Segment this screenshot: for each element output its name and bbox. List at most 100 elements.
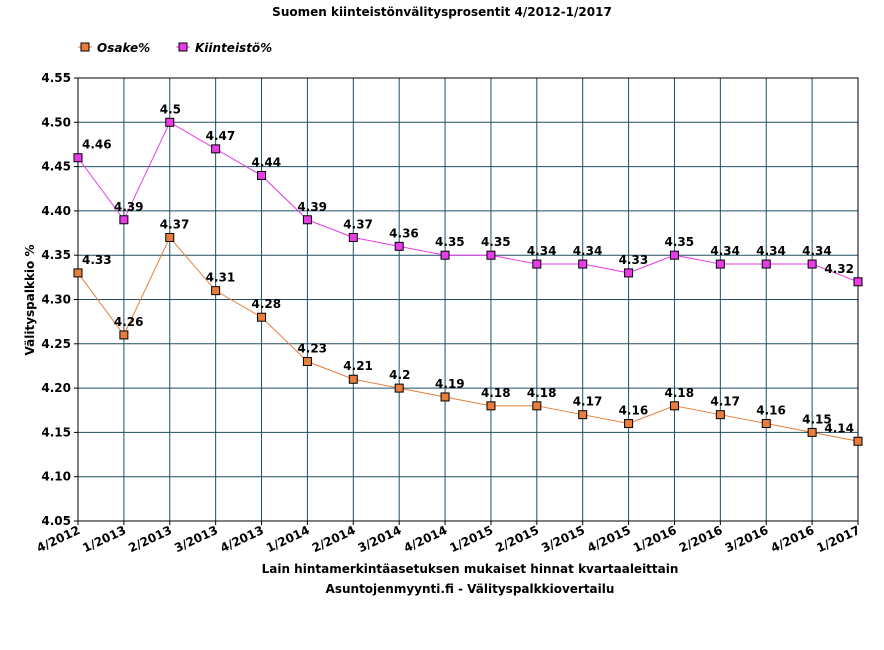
x-tick-label: 1/2017 xyxy=(815,523,863,555)
data-point xyxy=(853,436,863,446)
data-point xyxy=(715,259,725,269)
y-tick-label: 4.50 xyxy=(41,115,71,129)
x-tick-label: 2/2016 xyxy=(677,523,725,555)
data-label: 4.18 xyxy=(664,386,694,400)
data-label: 4.2 xyxy=(389,368,410,382)
legend-marker-osake xyxy=(80,42,90,52)
data-label: 4.17 xyxy=(573,395,603,409)
y-tick-label: 4.35 xyxy=(41,248,71,262)
legend-label-kiinteisto: Kiinteistö% xyxy=(195,41,272,55)
data-point xyxy=(578,259,588,269)
x-tick-label: 4/2016 xyxy=(769,523,817,555)
series-1: 4.46 4.39 4.5 4.47 4.44 4.39 4.37 4.36 4.35 4.35 4… xyxy=(73,102,863,287)
data-label: 4.31 xyxy=(206,271,236,285)
grid xyxy=(77,77,859,522)
data-point xyxy=(73,153,83,163)
data-label: 4.37 xyxy=(343,217,373,231)
data-label: 4.19 xyxy=(435,377,465,391)
data-point xyxy=(669,250,679,260)
data-point xyxy=(669,401,679,411)
data-point xyxy=(302,215,312,225)
data-label: 4.34 xyxy=(802,244,832,258)
x-tick-label: 3/2015 xyxy=(539,523,587,555)
x-axis-ticks: 4/20121/20132/20133/20134/20131/20142/20… xyxy=(35,521,863,555)
x-tick-label: 4/2015 xyxy=(585,523,633,555)
y-tick-label: 4.40 xyxy=(41,204,71,218)
data-label: 4.33 xyxy=(619,253,649,267)
data-label: 4.17 xyxy=(710,395,740,409)
data-label: 4.35 xyxy=(435,235,465,249)
data-label: 4.34 xyxy=(527,244,557,258)
data-point xyxy=(624,268,634,278)
series-0: 4.33 4.26 4.37 4.31 4.28 4.23 4.21 4.2 4.19 4.18 4… xyxy=(73,217,863,446)
series-line xyxy=(77,236,859,442)
data-label: 4.35 xyxy=(481,235,511,249)
x-tick-label: 1/2013 xyxy=(80,523,128,555)
x-axis-title: Lain hintamerkintäasetuksen mukaiset hin… xyxy=(262,562,679,576)
chart-source: Asuntojenmyynti.fi - Välityspalkkioverta… xyxy=(326,582,615,596)
x-tick-label: 3/2016 xyxy=(723,523,771,555)
data-point xyxy=(440,250,450,260)
data-label: 4.18 xyxy=(481,386,511,400)
data-label: 4.34 xyxy=(756,244,786,258)
data-point xyxy=(165,117,175,127)
data-point xyxy=(486,250,496,260)
y-tick-label: 4.45 xyxy=(41,160,71,174)
data-label: 4.37 xyxy=(160,217,190,231)
x-tick-label: 2/2015 xyxy=(493,523,541,555)
data-label: 4.23 xyxy=(297,342,327,356)
data-label: 4.34 xyxy=(573,244,603,258)
data-label: 4.5 xyxy=(160,102,181,116)
y-axis-title: Välityspalkkio % xyxy=(23,245,37,356)
data-label: 4.14 xyxy=(824,421,854,435)
x-tick-label: 3/2014 xyxy=(356,523,404,555)
y-tick-label: 4.55 xyxy=(41,71,71,85)
data-point xyxy=(440,392,450,402)
data-label: 4.18 xyxy=(527,386,557,400)
data-label: 4.36 xyxy=(389,226,419,240)
data-point xyxy=(807,259,817,269)
data-label: 4.16 xyxy=(619,404,649,418)
data-point xyxy=(348,232,358,242)
data-point xyxy=(257,170,267,180)
data-label: 4.15 xyxy=(802,412,832,426)
legend-label-osake: Osake% xyxy=(97,41,150,55)
y-tick-label: 4.15 xyxy=(41,425,71,439)
data-label: 4.28 xyxy=(252,297,282,311)
data-label: 4.39 xyxy=(114,200,144,214)
data-point xyxy=(348,374,358,384)
data-point xyxy=(715,410,725,420)
data-point xyxy=(211,286,221,296)
data-point xyxy=(211,144,221,154)
data-label: 4.16 xyxy=(756,404,786,418)
data-point xyxy=(578,410,588,420)
series-line xyxy=(77,121,859,283)
y-tick-label: 4.20 xyxy=(41,381,71,395)
data-point xyxy=(165,232,175,242)
data-label: 4.26 xyxy=(114,315,144,329)
data-label: 4.39 xyxy=(297,200,327,214)
x-tick-label: 3/2013 xyxy=(172,523,220,555)
y-axis-ticks: 4.55 4.50 4.45 4.40 4.35 4.30 4.25 4.20 4.15 4.10… xyxy=(41,71,78,528)
data-point xyxy=(761,419,771,429)
y-tick-label: 4.05 xyxy=(41,514,71,528)
data-label: 4.33 xyxy=(82,253,112,267)
x-tick-label: 4/2014 xyxy=(402,523,450,555)
data-point xyxy=(532,259,542,269)
data-point xyxy=(394,383,404,393)
data-point xyxy=(624,419,634,429)
data-point xyxy=(257,312,267,322)
legend: Osake% Kiinteistö% xyxy=(78,41,272,55)
y-tick-label: 4.25 xyxy=(41,337,71,351)
chart-title: Suomen kiinteistönvälitysprosentit 4/201… xyxy=(272,5,612,19)
y-tick-label: 4.10 xyxy=(41,470,71,484)
data-point xyxy=(532,401,542,411)
x-tick-label: 4/2013 xyxy=(218,523,266,555)
y-tick-label: 4.30 xyxy=(41,293,71,307)
data-point xyxy=(119,215,129,225)
data-point xyxy=(761,259,771,269)
data-label: 4.34 xyxy=(710,244,740,258)
x-tick-label: 1/2016 xyxy=(631,523,679,555)
data-label: 4.46 xyxy=(82,138,112,152)
